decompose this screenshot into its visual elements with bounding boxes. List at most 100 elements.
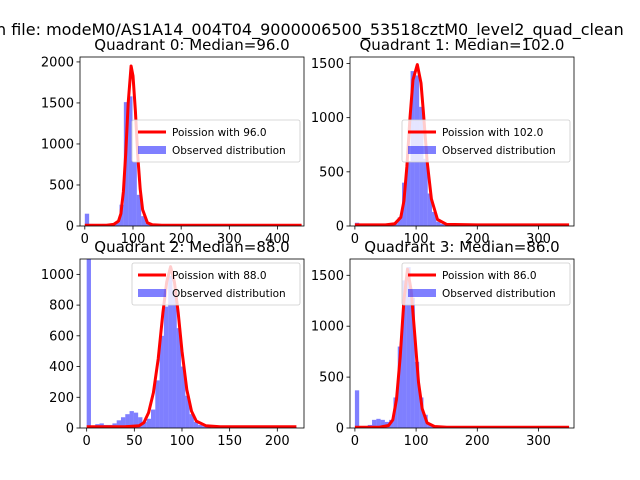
legend-bar-swatch [408,289,436,297]
legend-bar-swatch [138,146,166,154]
histogram-bar [189,414,194,428]
y-tick-label: 0 [66,422,74,437]
x-tick-label: 0 [351,434,359,449]
histogram-bar [181,366,186,428]
axes-frame [79,56,305,227]
y-tick-label: 0 [336,422,344,437]
legend-label-poisson: Poission with 102.0 [442,127,543,139]
legend-box [131,119,301,163]
subplot-title: Quadrant 3: Median=86.0 [364,238,559,256]
y-tick-label: 1000 [41,268,74,283]
legend: Poission with 102.0 Observed distribution [401,119,571,163]
legend-box [131,262,301,306]
histogram-bar [132,162,137,226]
histogram-bar [406,267,411,428]
histogram-bar [440,223,445,226]
histogram-bar [151,409,156,428]
x-tick-label: 300 [217,232,242,247]
quadrant-1-plot: 0 100 200 300 0 500 1000 1500 Quadrant 1: Median… [311,36,575,247]
histogram-bar [419,106,424,226]
legend-label-observed: Observed distribution [172,145,286,157]
legend-label-observed: Observed distribution [442,288,556,300]
histogram-bar [138,417,143,428]
x-tick-label: 300 [526,434,551,449]
histogram-bar [202,426,207,428]
histogram-bar [155,380,160,428]
x-tick-label: 200 [265,434,290,449]
legend: Poission with 86.0 Observed distribution [401,262,571,306]
histogram-bar [354,390,360,428]
legend-label-poisson: Poission with 88.0 [172,270,267,282]
histogram-bar [397,346,403,428]
x-tick-label: 100 [121,232,146,247]
y-tick-label: 400 [49,360,74,375]
x-tick-label: 0 [351,232,359,247]
legend-label-observed: Observed distribution [172,288,286,300]
histogram-bar [84,213,90,226]
x-tick-label: 400 [265,232,290,247]
x-tick-label: 0 [81,232,89,247]
axes-frame [79,258,305,429]
histogram-bar [129,411,134,428]
legend-label-observed: Observed distribution [442,145,556,157]
y-tick-label: 500 [49,178,74,193]
histogram-bar [380,419,385,428]
y-tick-label: 500 [319,165,344,180]
histogram-bar [419,397,424,428]
x-tick-label: 200 [465,232,490,247]
plot-area [84,64,302,226]
histogram-bar [141,216,146,226]
legend: Poission with 96.0 Observed distribution [131,119,301,163]
histogram-bar [125,414,130,428]
legend-bar-swatch [408,146,436,154]
y-tick-label: 1000 [311,320,344,335]
x-tick-label: 100 [404,232,429,247]
histogram-bar [120,417,126,428]
histogram-bar [128,96,133,226]
histogram-bar [198,424,203,428]
histogram-bar [136,194,142,226]
histogram-bar [159,335,164,428]
histogram-bar [376,418,381,428]
quadrant-3-plot: 0 100 200 300 0 500 1000 1500 Quadrant 3: Median… [311,238,575,449]
histogram-bar [427,193,433,226]
y-tick-label: 2000 [41,55,74,70]
x-tick-label: 50 [126,434,143,449]
poisson-curve [354,63,570,226]
y-tick-label: 600 [49,329,74,344]
legend-box [401,262,571,306]
y-tick-label: 1000 [311,111,344,126]
legend-label-poisson: Poission with 96.0 [172,127,267,139]
histogram-bar [436,221,441,226]
histogram-bar [427,423,433,428]
histogram-bar [372,419,377,428]
histogram-bar [168,275,173,428]
y-tick-label: 1500 [41,96,74,111]
histogram-bar [172,289,177,428]
histogram-bar [115,222,120,226]
histogram-bar [163,306,169,428]
axes-frame [349,258,575,429]
subplot-title: Quadrant 2: Median=88.0 [94,238,289,256]
histogram-bar [185,395,190,428]
histogram-bar [176,328,182,428]
histogram-bar [86,259,91,428]
histogram-bar [397,217,403,226]
y-tick-label: 200 [49,391,74,406]
x-tick-label: 0 [83,434,91,449]
histogram-bar [432,211,437,226]
quadrant-2-plot: 0 50 100 150 200 0 200 400 600 800 1000 Quadrant 2:… [41,238,305,449]
legend-bar-swatch [138,289,166,297]
histogram-bar [406,161,411,226]
legend-label-poisson: Poission with 86.0 [442,270,537,282]
histogram-bar [410,297,415,428]
y-tick-label: 0 [336,220,344,235]
x-tick-label: 100 [170,434,195,449]
y-tick-label: 1500 [311,57,344,72]
histogram-bar [193,421,199,428]
legend-box [401,119,571,163]
x-tick-label: 200 [465,434,490,449]
histogram-bar [423,158,428,226]
